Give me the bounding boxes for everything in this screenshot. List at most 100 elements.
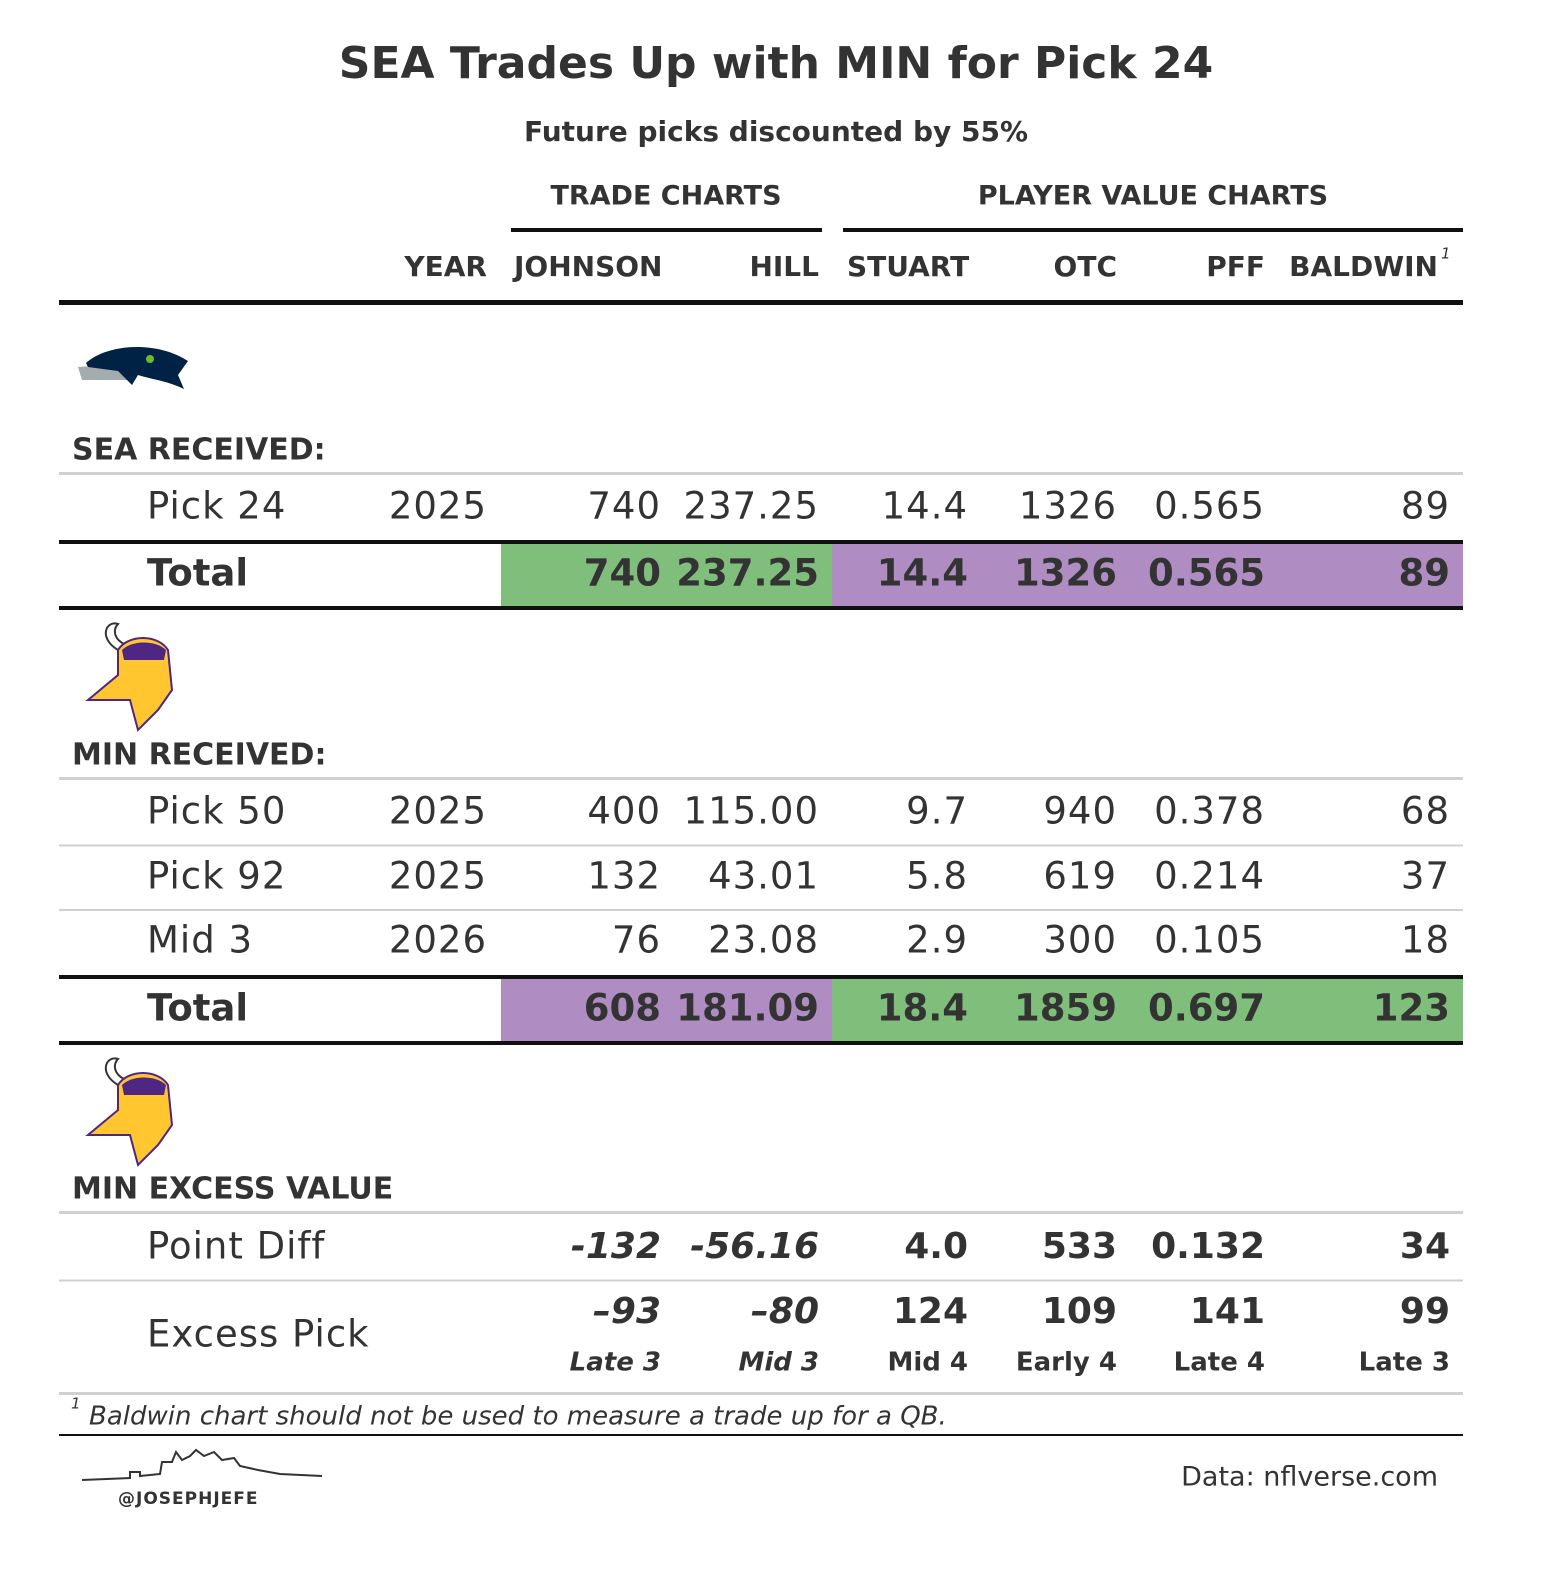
total-cell	[1280, 979, 1463, 1041]
group-label: PLAYER VALUE CHARTS	[978, 181, 1328, 212]
row-rule	[59, 909, 1463, 911]
total-value: 0.565	[1148, 552, 1265, 595]
cell-value: 300	[1043, 919, 1117, 962]
cell-value: 18	[1401, 919, 1450, 962]
cell-value: 237.25	[684, 485, 819, 528]
cell-note: Late 4	[1174, 1348, 1265, 1378]
cell-value: 0.214	[1154, 855, 1265, 898]
footnote-rule	[59, 1434, 1463, 1436]
cell-value: 5.8	[906, 855, 968, 898]
column-header: STUART	[847, 250, 969, 283]
row-label: Pick 24	[147, 485, 286, 528]
total-cell	[501, 544, 675, 606]
section-label: SEA RECEIVED:	[72, 433, 326, 468]
total-cell	[985, 979, 1130, 1041]
column-header: HILL	[749, 250, 819, 283]
column-header: PFF	[1206, 250, 1265, 283]
total-cell	[501, 979, 675, 1041]
cell-value: 1326	[1019, 485, 1117, 528]
total-value: 608	[584, 987, 661, 1030]
section-label: MIN EXCESS VALUE	[72, 1172, 393, 1207]
cell-value: 89	[1401, 485, 1450, 528]
cell-value: 115.00	[684, 790, 819, 833]
min-logo	[85, 1057, 174, 1167]
source: Data: nflverse.com	[1181, 1462, 1438, 1493]
cell-value: 400	[587, 790, 661, 833]
total-value: 1859	[1014, 987, 1117, 1030]
cell-value: -56.16	[690, 1226, 819, 1267]
year: 2025	[389, 485, 487, 528]
column-note: 1	[1441, 245, 1451, 263]
cell-value: –93	[593, 1291, 661, 1332]
total-rule	[59, 975, 1463, 979]
section-label: MIN RECEIVED:	[72, 738, 326, 773]
cell-value: 68	[1401, 790, 1450, 833]
cell-value: 2.9	[906, 919, 968, 962]
row-label: Mid 3	[147, 919, 253, 962]
cell-value: 34	[1400, 1226, 1450, 1267]
cell-value: 99	[1400, 1291, 1450, 1332]
sea-logo	[78, 346, 188, 389]
cell-note: Mid 3	[738, 1348, 819, 1378]
title: SEA Trades Up with MIN for Pick 24	[339, 38, 1213, 89]
total-value: 18.4	[877, 987, 968, 1030]
row-label: Pick 50	[147, 790, 286, 833]
year: 2025	[389, 790, 487, 833]
cell-value: 9.7	[906, 790, 968, 833]
total-value: 740	[584, 552, 661, 595]
total-value: 0.697	[1148, 987, 1265, 1030]
row-rule	[59, 844, 1463, 847]
total-cell	[985, 544, 1130, 606]
cell-value: 132	[587, 855, 661, 898]
total-rule	[59, 540, 1463, 544]
cell-value: 0.565	[1154, 485, 1265, 528]
cell-value: 0.105	[1154, 919, 1265, 962]
cell-value: –80	[751, 1291, 819, 1332]
section-rule	[59, 1211, 1463, 1214]
subtitle: Future picks discounted by 55%	[524, 115, 1028, 148]
group-label: TRADE CHARTS	[550, 181, 781, 212]
total-value: 123	[1373, 987, 1450, 1030]
total-cell	[832, 979, 985, 1041]
column-header: JOHNSON	[512, 250, 663, 283]
row-rule	[59, 1279, 1463, 1282]
cell-value: 109	[1042, 1291, 1117, 1332]
handle: @JOSEPHJEFE	[118, 1489, 258, 1509]
section-rule	[59, 472, 1463, 475]
footnote: Baldwin chart should not be used to meas…	[89, 1402, 947, 1432]
total-label: Total	[147, 987, 248, 1030]
total-cell	[1130, 544, 1280, 606]
cell-note: Mid 4	[887, 1348, 968, 1378]
column-header: OTC	[1054, 250, 1117, 283]
total-value: 237.25	[676, 552, 819, 595]
group-rule	[511, 228, 822, 232]
row-label: Point Diff	[147, 1225, 325, 1268]
cell-note: Early 4	[1016, 1348, 1117, 1378]
section-rule	[59, 777, 1463, 780]
min-logo	[85, 622, 174, 732]
cell-value: 37	[1401, 855, 1450, 898]
year: 2025	[389, 855, 487, 898]
cell-value: 4.0	[904, 1226, 968, 1267]
cell-value: 533	[1042, 1226, 1117, 1267]
cell-value: 124	[893, 1291, 968, 1332]
total-cell	[675, 544, 832, 606]
total-cell	[1130, 979, 1280, 1041]
column-header: BALDWIN	[1289, 250, 1438, 283]
total-value: 14.4	[877, 552, 968, 595]
cell-value: 141	[1190, 1291, 1265, 1332]
cell-note: Late 3	[1359, 1348, 1450, 1378]
row-label: Pick 92	[147, 855, 286, 898]
group-rule	[843, 228, 1463, 232]
total-value: 89	[1399, 552, 1451, 595]
total-label: Total	[147, 552, 248, 595]
footnote-marker: 1	[71, 1395, 81, 1413]
cell-value: 76	[612, 919, 661, 962]
cell-value: 940	[1043, 790, 1117, 833]
cell-value: 0.378	[1154, 790, 1265, 833]
cell-value: 619	[1043, 855, 1117, 898]
row-label: Excess Pick	[147, 1313, 370, 1356]
total-cell	[1280, 544, 1463, 606]
cell-value: 14.4	[882, 485, 968, 528]
